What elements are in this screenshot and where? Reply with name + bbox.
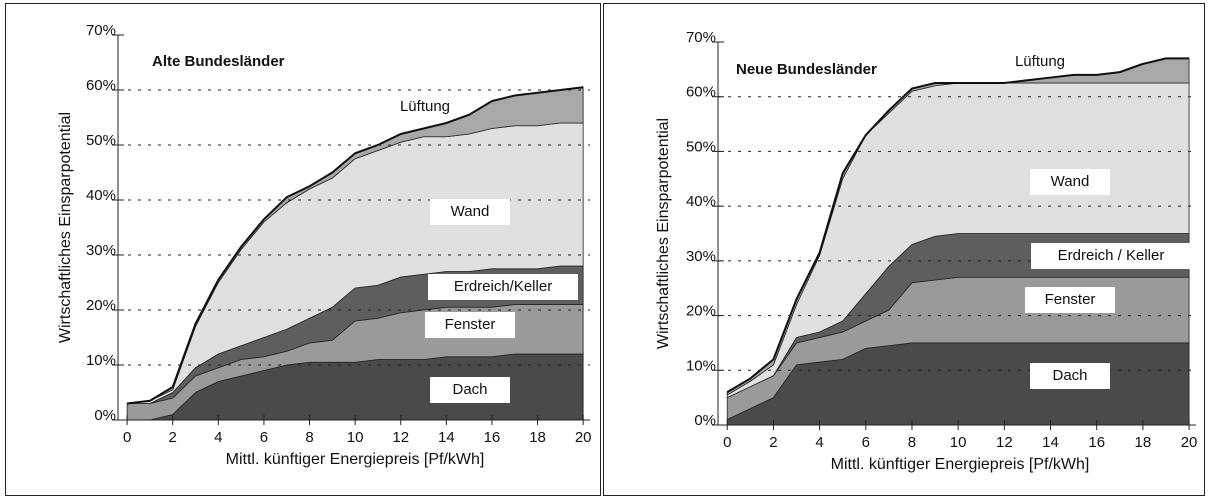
label-box (1030, 169, 1110, 195)
y-axis-label: Wirtschaftliches Einsparpotential (57, 112, 74, 343)
series-label: Lüftung (400, 98, 450, 115)
label-box (430, 377, 510, 403)
y-tick-label: 20% (86, 297, 116, 314)
x-axis-label: Mittl. künftiger Energiepreis [Pf/kWh] (226, 451, 485, 468)
x-tick-label: 6 (260, 429, 268, 446)
x-tick-label: 6 (862, 434, 870, 451)
panel-border (5, 3, 601, 496)
x-tick-label: 20 (575, 429, 592, 446)
x-tick-label: 10 (347, 429, 364, 446)
y-tick-label: 0% (94, 407, 116, 424)
x-tick-label: 14 (438, 429, 455, 446)
y-tick-label: 50% (686, 138, 716, 155)
y-tick-label: 40% (86, 187, 116, 204)
x-tick-label: 18 (1135, 434, 1152, 451)
chart-title: Alte Bundesländer (152, 53, 285, 70)
y-tick-label: 30% (686, 248, 716, 265)
series-label: Dach (1052, 367, 1087, 384)
x-tick-label: 16 (1088, 434, 1105, 451)
x-tick-label: 12 (392, 429, 409, 446)
x-tick-label: 14 (1042, 434, 1059, 451)
x-tick-label: 10 (950, 434, 967, 451)
y-tick-label: 60% (686, 84, 716, 101)
series-label: Dach (452, 381, 487, 398)
label-box (1030, 363, 1110, 389)
x-tick-label: 8 (908, 434, 916, 451)
y-axis-label: Wirtschaftliches Einsparpotential (655, 118, 672, 349)
series-label: Erdreich/Keller (454, 278, 552, 295)
x-tick-label: 0 (123, 429, 131, 446)
x-axis-label: Mittl. künftiger Energiepreis [Pf/kWh] (831, 456, 1090, 473)
label-box (425, 312, 515, 338)
series-label: Lüftung (1015, 53, 1065, 70)
y-tick-label: 70% (86, 22, 116, 39)
y-tick-label: 20% (686, 303, 716, 320)
x-tick-label: 2 (169, 429, 177, 446)
x-tick-label: 8 (305, 429, 313, 446)
label-box (1031, 243, 1191, 269)
area-outline (726, 57, 1190, 394)
x-tick-label: 20 (1181, 434, 1198, 451)
y-tick-label: 10% (686, 357, 716, 374)
x-tick-label: 18 (529, 429, 546, 446)
x-tick-label: 16 (484, 429, 501, 446)
area-outline (127, 86, 584, 405)
x-tick-label: 0 (723, 434, 731, 451)
label-box (430, 199, 510, 225)
y-tick-label: 30% (86, 242, 116, 259)
x-tick-label: 12 (996, 434, 1013, 451)
series-label: Fenster (1045, 291, 1096, 308)
label-box (428, 274, 578, 300)
y-tick-label: 0% (694, 412, 716, 429)
series-label: Wand (1051, 173, 1090, 190)
panel-border (603, 3, 1205, 496)
series-label: Erdreich / Keller (1058, 247, 1165, 264)
x-tick-label: 4 (815, 434, 823, 451)
y-tick-label: 50% (86, 132, 116, 149)
label-box (1025, 287, 1115, 313)
series-label: Fenster (445, 316, 496, 333)
y-tick-label: 70% (686, 29, 716, 46)
x-tick-label: 4 (214, 429, 222, 446)
y-tick-label: 60% (86, 77, 116, 94)
y-tick-label: 10% (86, 352, 116, 369)
y-tick-label: 40% (686, 193, 716, 210)
series-label: Wand (451, 203, 490, 220)
x-tick-label: 2 (769, 434, 777, 451)
chart-title: Neue Bundesländer (736, 61, 877, 78)
